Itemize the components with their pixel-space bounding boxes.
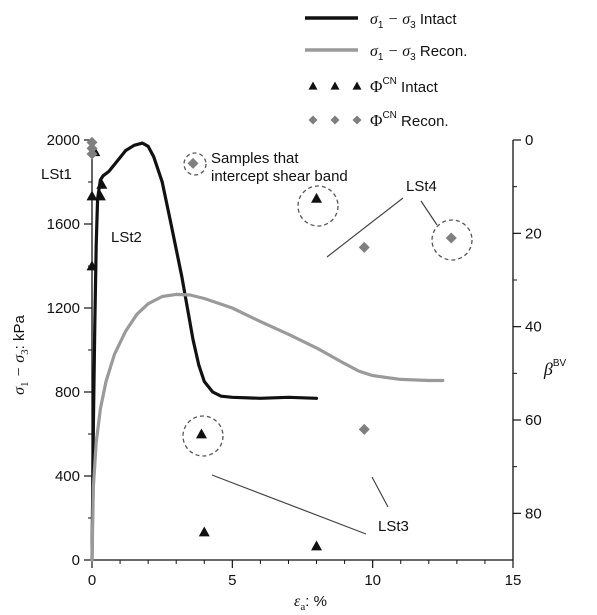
y-tick-label-right: 20 bbox=[525, 225, 542, 242]
legend-label-3: ΦCN Intact bbox=[370, 76, 439, 96]
x-tick-label: 0 bbox=[88, 572, 96, 589]
y-tick-label-right: 40 bbox=[525, 319, 542, 336]
y-tick-label-left: 800 bbox=[55, 384, 80, 401]
label-lst1: LSt1 bbox=[41, 166, 72, 183]
legend-triangle-marker bbox=[330, 81, 340, 90]
axes: 0 5 10 15 0 400 800 1200 1600 2000 0 20 40 60 80 εa: % σ… bbox=[11, 132, 566, 613]
y-axis-title-right: βBV bbox=[543, 358, 567, 379]
y-tick-label-right: 0 bbox=[525, 132, 533, 149]
legend-diamond-marker bbox=[330, 115, 340, 125]
x-tick-label: 15 bbox=[505, 572, 522, 589]
phi-cn-recon-point bbox=[445, 232, 457, 244]
legend-triangle-marker bbox=[308, 81, 318, 90]
legend: σ1 − σ3 Intact σ1 − σ3 Recon. ΦCN Intact ΦC… bbox=[305, 11, 467, 130]
phi-cn-recon-point bbox=[86, 136, 98, 148]
y-tick-label-left: 0 bbox=[72, 552, 80, 569]
phi-cn-intact-point bbox=[96, 178, 108, 189]
legend-diamond-marker bbox=[308, 115, 318, 125]
phi-cn-recon-point bbox=[358, 241, 370, 253]
y-tick-label-right: 60 bbox=[525, 412, 542, 429]
series-intact-curve bbox=[90, 141, 319, 562]
phi-cn-intact-point bbox=[311, 192, 323, 203]
phi-cn-recon-point bbox=[86, 148, 98, 160]
y-tick-label-left: 1200 bbox=[47, 300, 80, 317]
leader-lst4-b bbox=[420, 200, 438, 226]
phi-cn-intact-point bbox=[311, 540, 323, 551]
y-tick-label-right: 80 bbox=[525, 505, 542, 522]
dashed-circle-lst3-intact bbox=[182, 415, 224, 457]
samples-note-line1: Samples that bbox=[211, 150, 299, 167]
legend-label-4: ΦCN Recon. bbox=[370, 110, 449, 130]
label-lst4: LSt4 bbox=[406, 178, 437, 195]
legend-diamond-marker bbox=[352, 115, 362, 125]
label-lst2: LSt2 bbox=[111, 229, 142, 246]
phi-cn-intact-point bbox=[198, 526, 210, 537]
legend-label-1: σ1 − σ3 Intact bbox=[370, 11, 457, 31]
phi-cn-intact-point bbox=[86, 260, 98, 271]
dashed-circle-lst4-recon bbox=[431, 219, 473, 261]
legend-triangle-marker bbox=[352, 81, 362, 90]
phi-cn-recon-point bbox=[187, 157, 199, 169]
x-tick-label: 10 bbox=[364, 572, 381, 589]
phi-cn-recon-point bbox=[86, 142, 98, 154]
leader-lst3-a bbox=[211, 474, 367, 535]
leader-lst4-a bbox=[326, 197, 404, 258]
curves bbox=[90, 141, 445, 562]
x-tick-label: 5 bbox=[228, 572, 236, 589]
phi-cn-intact-point bbox=[195, 428, 207, 439]
phi-cn-recon-point bbox=[358, 423, 370, 435]
x-axis-title: εa: % bbox=[294, 593, 327, 613]
y-tick-label-left: 2000 bbox=[47, 132, 80, 149]
series-recon-curve bbox=[90, 292, 445, 562]
y-tick-label-left: 1600 bbox=[47, 216, 80, 233]
phi-cn-intact-point bbox=[86, 190, 98, 201]
y-tick-label-left: 400 bbox=[55, 468, 80, 485]
markers bbox=[86, 136, 457, 551]
dashed-circle-lst4-intact bbox=[297, 185, 339, 227]
label-lst3: LSt3 bbox=[378, 518, 409, 535]
phi-cn-intact-point bbox=[94, 190, 106, 201]
legend-dashed-circle bbox=[183, 152, 207, 176]
samples-note-line2: intercept shear band bbox=[211, 168, 348, 185]
leader-lst3-b bbox=[371, 476, 389, 508]
y-axis-title-left: σ1 − σ3: kPa bbox=[11, 314, 31, 394]
legend-label-2: σ1 − σ3 Recon. bbox=[370, 43, 467, 63]
